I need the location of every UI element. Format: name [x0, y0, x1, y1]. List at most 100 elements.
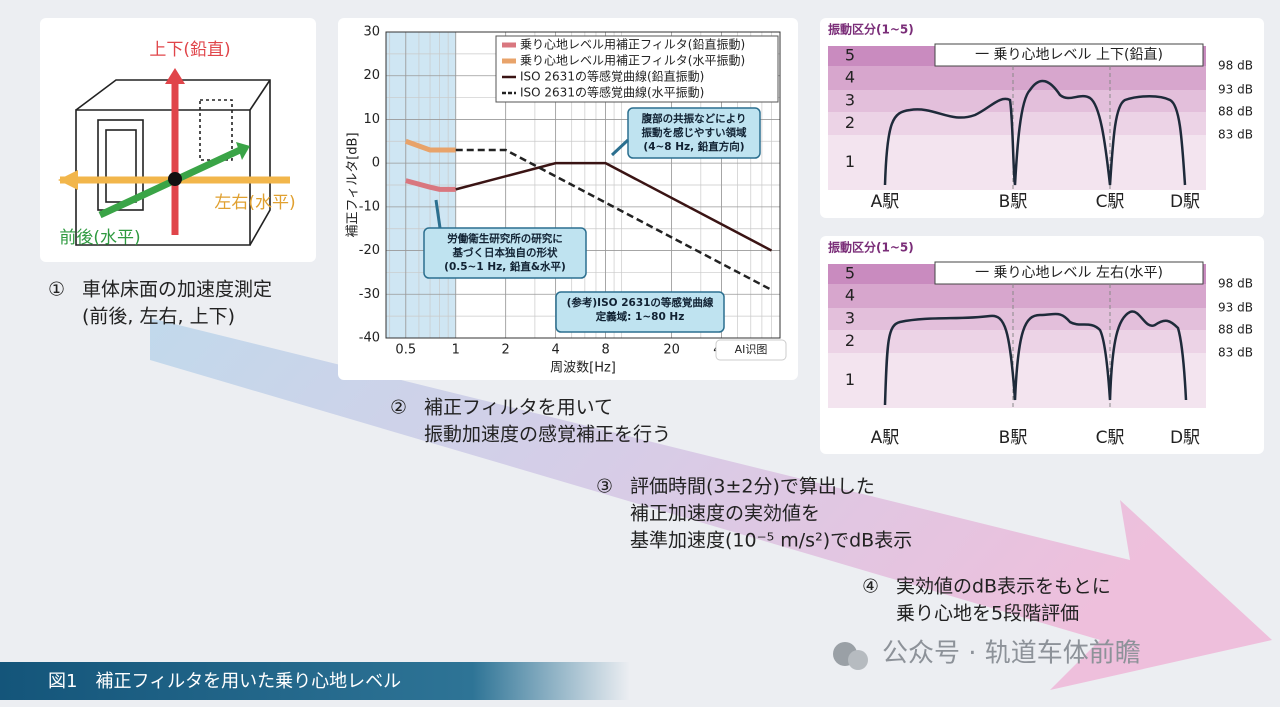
caption-bar	[0, 662, 630, 700]
y-tick-label: 30	[363, 25, 380, 40]
y-tick-label: 0	[372, 156, 380, 171]
db-label: 88 dB	[1218, 323, 1253, 337]
callout-text: 定義域: 1~80 Hz	[595, 310, 685, 323]
callout-text: 振動を感じやすい領域	[642, 126, 747, 139]
legend-box	[934, 43, 1204, 67]
station-label: D駅	[1170, 192, 1200, 212]
vertical-label: 上下(鉛直)	[149, 40, 230, 60]
legend-label: ISO 2631の等感覚曲線(鉛直振動)	[520, 69, 704, 84]
level-label: 4	[845, 68, 855, 87]
step-text: 補正加速度の実効値を	[630, 503, 820, 525]
watermark: 公众号 · 轨道车体前瞻	[882, 639, 1141, 669]
callout-box	[423, 227, 587, 279]
db-label: 83 dB	[1218, 128, 1253, 142]
legend-label: 一 乗り心地レベル 上下(鉛直)	[975, 46, 1163, 63]
callout-text: 労働衛生研究所の研究に	[447, 232, 563, 245]
db-label: 93 dB	[1218, 83, 1253, 97]
arrowhead	[58, 170, 78, 190]
plot-frame	[385, 31, 781, 339]
legend-box	[934, 261, 1204, 285]
series-line	[455, 161, 773, 252]
station-label: C駅	[1096, 192, 1125, 212]
step-text: 実効値のdB表示をもとに	[896, 576, 1111, 598]
level-label: 3	[845, 309, 855, 328]
y-tick-label: -20	[359, 243, 380, 258]
step-text: 補正フィルタを用いて	[424, 397, 613, 419]
level-label: 4	[845, 286, 855, 305]
x-tick-label: 20	[663, 343, 680, 358]
station-label: A駅	[871, 192, 900, 212]
legend-label: ISO 2631の等感覚曲線(水平振動)	[520, 85, 704, 100]
level-curve	[883, 79, 1187, 186]
step-text: 乗り心地を5段階評価	[896, 603, 1079, 625]
legend-label: 一 乗り心地レベル 左右(水平)	[975, 265, 1163, 281]
step-text: 振動加速度の感覚補正を行う	[424, 424, 671, 446]
db-label: 83 dB	[1218, 346, 1253, 360]
y-tick-label: -30	[359, 287, 380, 302]
lateral-label: 左右(水平)	[214, 193, 295, 213]
callout-text: 基づく日本独自の形状	[452, 246, 558, 259]
db-label: 93 dB	[1218, 301, 1253, 315]
callout-text: (参考)ISO 2631の等感覚曲線	[567, 296, 714, 309]
station-label: C駅	[1096, 428, 1125, 448]
series-line	[404, 138, 456, 153]
step-text: 基準加速度(10⁻⁵ m/s²)でdB表示	[630, 530, 912, 552]
station-label: B駅	[999, 192, 1028, 212]
level-band	[828, 66, 1206, 90]
step-text: 車体床面の加速度測定	[82, 279, 272, 301]
db-label: 98 dB	[1218, 59, 1253, 73]
db-label: 98 dB	[1218, 277, 1253, 291]
station-label: A駅	[871, 428, 900, 448]
level-label: 2	[845, 113, 855, 132]
callout-box	[627, 107, 761, 159]
callout-pointer	[434, 199, 442, 229]
y-tick-label: 20	[363, 68, 380, 83]
panel-title: 振動区分(1~5)	[828, 240, 914, 255]
level-band	[828, 284, 1206, 308]
x-tick-label: 4	[551, 343, 559, 358]
flow-arrow	[150, 318, 1272, 690]
level-label: 1	[845, 370, 855, 389]
station-label: B駅	[999, 428, 1028, 448]
station-label: D駅	[1170, 428, 1200, 448]
callout-box	[555, 291, 725, 333]
x-axis-label: 周波数[Hz]	[550, 361, 616, 376]
step-number: ④	[862, 576, 879, 598]
longitudinal-label: 前後(水平)	[59, 228, 140, 248]
level-label: 2	[845, 331, 855, 350]
step-number: ③	[596, 476, 613, 498]
level-band	[828, 90, 1206, 112]
callout-text: (4~8 Hz, 鉛直方向)	[643, 140, 744, 153]
level-curve	[883, 310, 1188, 406]
caption: 図1 補正フィルタを用いた乗り心地レベル	[48, 671, 401, 692]
overlay-button[interactable]	[715, 339, 787, 361]
y-axis-label: 補正フィルタ[dB]	[346, 132, 361, 237]
y-tick-label: -40	[359, 331, 380, 346]
series-line	[405, 178, 456, 192]
x-tick-label: 2	[502, 343, 510, 358]
level-band	[828, 112, 1206, 135]
callout-text: 腹部の共振などにより	[642, 112, 747, 125]
origin	[168, 172, 182, 186]
x-tick-label: 0.5	[395, 343, 416, 358]
y-tick-label: -10	[359, 199, 380, 214]
steps: ① 車体床面の加速度測定 (前後, 左右, 上下) ② 補正フィルタを用いて振動加速度の…	[48, 279, 1111, 625]
overlay-button-label[interactable]: AI识图	[735, 343, 768, 356]
x-tick-label: 8	[601, 343, 609, 358]
db-label: 88 dB	[1218, 105, 1253, 119]
level-band	[828, 330, 1206, 353]
step-text: (前後, 左右, 上下)	[82, 306, 235, 328]
filter-chart: -40-30-20-1001020300.512482040周波数[Hz]補正フ…	[346, 25, 787, 376]
step-number: ②	[390, 397, 407, 419]
callout-pointer	[610, 138, 630, 157]
level-label: 5	[845, 46, 855, 65]
level-label: 3	[845, 91, 855, 110]
level-label: 1	[845, 152, 855, 171]
arrowhead	[236, 142, 250, 160]
step-text: 評価時間(3±2分)で算出した	[630, 476, 875, 498]
callout-text: (0.5~1 Hz, 鉛直&水平)	[444, 260, 566, 273]
y-tick-label: 10	[363, 112, 380, 127]
arrowhead	[165, 68, 185, 84]
